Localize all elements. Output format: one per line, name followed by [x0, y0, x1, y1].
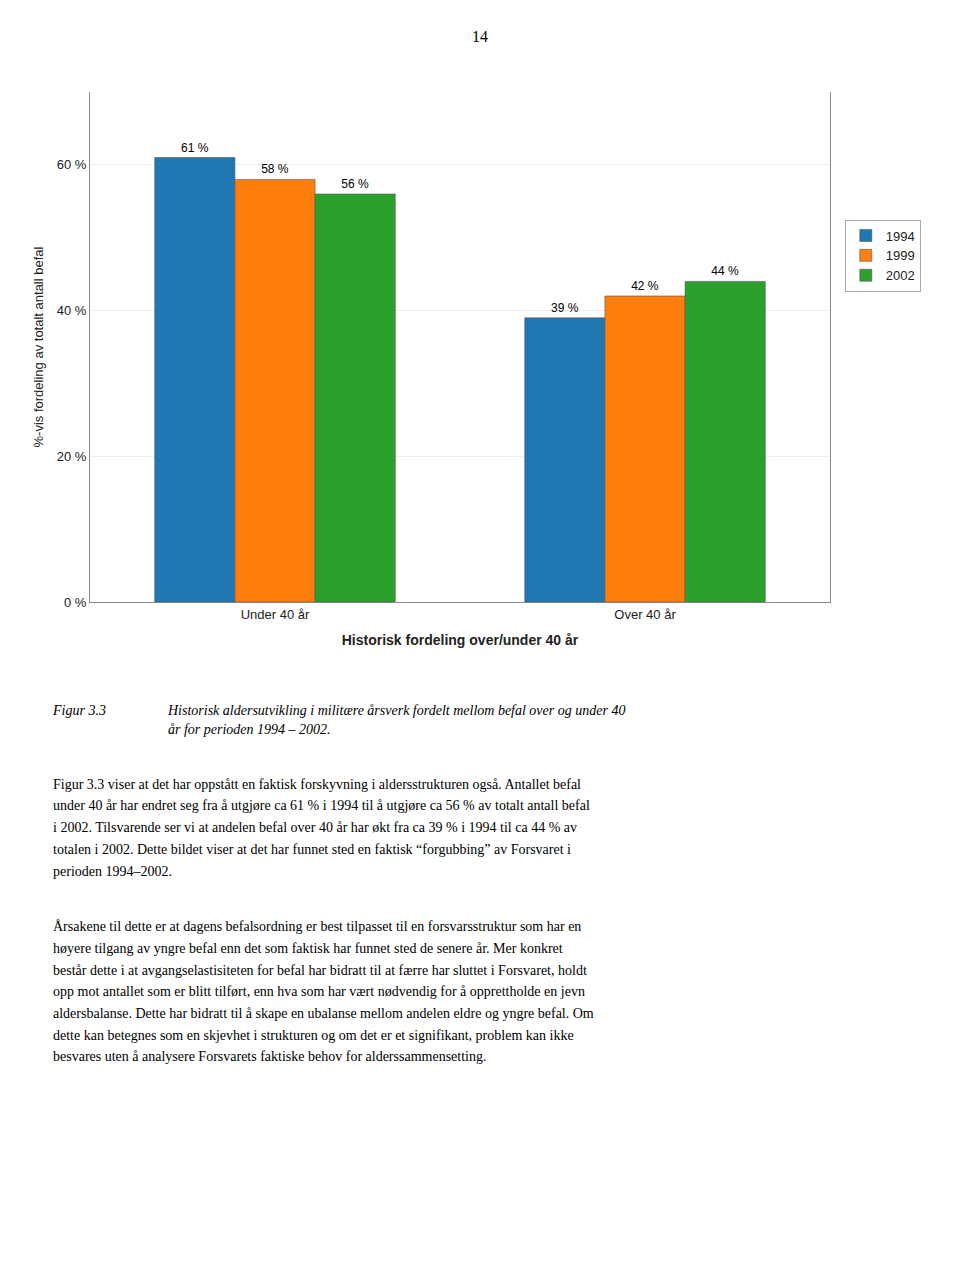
- svg-text:Historisk fordeling over/under: Historisk fordeling over/under 40 år: [342, 632, 579, 648]
- svg-text:44 %: 44 %: [711, 264, 739, 278]
- svg-text:Under 40 år: Under 40 år: [241, 607, 310, 622]
- svg-text:58 %: 58 %: [261, 162, 289, 176]
- html-text:Figur 3.3 viser at det har opp: Figur 3.3 viser at det har oppstått en f…: [53, 776, 590, 879]
- html-text:Historisk aldersutvikling i mi: Historisk aldersutvikling i militære års…: [168, 703, 626, 737]
- svg-text:40 %: 40 %: [57, 303, 87, 318]
- svg-text:42 %: 42 %: [631, 279, 659, 293]
- html-text:14: 14: [472, 28, 488, 45]
- svg-text:60 %: 60 %: [57, 157, 87, 172]
- svg-text:39 %: 39 %: [551, 301, 579, 315]
- html-text:Figur 3.3: Figur 3.3: [53, 703, 106, 718]
- svg-text:1999: 1999: [886, 248, 915, 263]
- svg-text:0 %: 0 %: [64, 595, 87, 610]
- svg-text:61 %: 61 %: [181, 141, 209, 155]
- svg-text:56 %: 56 %: [341, 177, 369, 191]
- svg-text:1994: 1994: [886, 229, 915, 244]
- svg-text:2002: 2002: [886, 268, 915, 283]
- svg-text:%-vis fordeling av totalt anta: %-vis fordeling av totalt antall befal: [31, 246, 46, 447]
- svg-text:Over 40 år: Over 40 år: [614, 607, 676, 622]
- html-text:Årsakene til dette er at dagen: Årsakene til dette er at dagens befalsor…: [53, 919, 594, 1065]
- svg-text:20 %: 20 %: [57, 449, 87, 464]
